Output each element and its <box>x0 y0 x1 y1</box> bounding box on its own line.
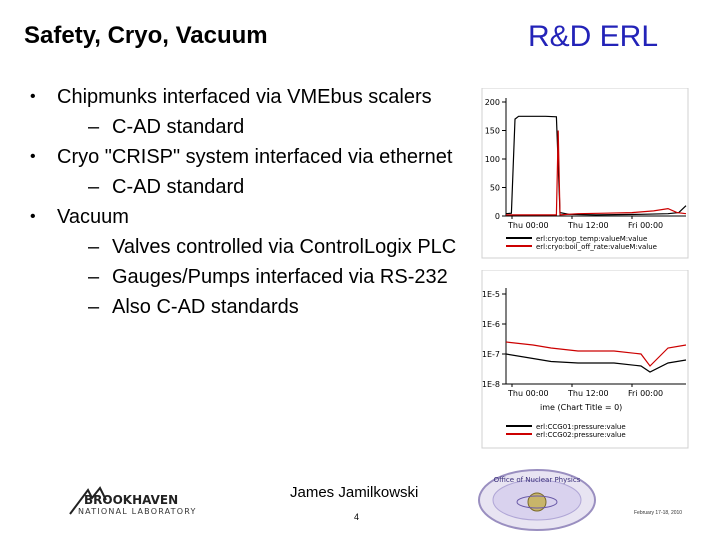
sub-bullet-text: Gauges/Pumps interfaced via RS-232 <box>112 266 448 288</box>
sub-bullet-text: Also C-AD standards <box>112 296 299 318</box>
bullet-item: Cryo "CRISP" system interfaced via ether… <box>30 142 456 172</box>
x-tick-label: Fri 00:00 <box>628 389 663 398</box>
bullet-text: Chipmunks interfaced via VMEbus scalers <box>57 86 432 108</box>
series-line <box>505 341 687 367</box>
logo-subtitle: NATIONAL LABORATORY <box>78 507 197 516</box>
y-tick-label: 100 <box>485 155 500 164</box>
bullet-item: Chipmunks interfaced via VMEbus scalers <box>30 82 456 112</box>
sub-bullet-item: – C-AD standard <box>88 176 245 198</box>
bullet-item: Vacuum <box>30 202 456 232</box>
sub-bullet-item: – Also C-AD standards <box>88 296 299 318</box>
y-tick-label: 200 <box>485 98 500 107</box>
y-tick-label: 150 <box>485 127 500 136</box>
legend-label: erl:cryo:boil_off_rate:valueM:value <box>536 243 657 251</box>
y-tick-label: 1E-8 <box>482 380 500 389</box>
vacuum-trend-svg: 1E-5 1E-6 1E-7 1E-8 Thu 00:00 Thu 12:00 Fri 0… <box>481 269 689 449</box>
brookhaven-logo-art: BROOKHAVEN NATIONAL LABORATORY <box>69 486 197 516</box>
sub-bullet-text: C-AD standard <box>112 116 245 138</box>
plot-frame <box>481 269 689 449</box>
x-tick-label: Thu 12:00 <box>567 221 609 230</box>
slide-brand: R&D ERL <box>528 20 659 53</box>
orbit-icon <box>516 495 558 509</box>
plot-frame <box>481 87 689 259</box>
logo-mark <box>69 486 107 515</box>
x-tick-label: Fri 00:00 <box>628 221 663 230</box>
x-tick-label: Thu 00:00 <box>507 389 549 398</box>
vacuum-trend-plot: 1E-5 1E-6 1E-7 1E-8 Thu 00:00 Thu 12:00 Fri 0… <box>476 269 690 450</box>
bullet-text: Vacuum <box>57 206 129 228</box>
brookhaven-logo: BROOKHAVEN NATIONAL LABORATORY <box>66 484 216 520</box>
page-number: 4 <box>354 512 360 522</box>
atom-icon <box>527 492 547 512</box>
y-tick-label: 1E-7 <box>482 350 500 359</box>
nuclear-physics-logo: Office of Nuclear Physics <box>474 466 600 534</box>
x-tick-label: Thu 00:00 <box>507 221 549 230</box>
x-axis-label: ime (Chart Title = 0) <box>540 403 622 412</box>
series-line <box>505 353 687 373</box>
sub-bullet-item: – Valves controlled via ControlLogix PLC <box>88 236 457 258</box>
legend-label: erl:cryo:top_temp:valueM:value <box>536 235 647 243</box>
sub-bullet-item: – C-AD standard <box>88 116 245 138</box>
logo-wordmark: BROOKHAVEN <box>84 493 178 507</box>
logo-text: Office of Nuclear Physics <box>494 476 581 484</box>
bullet-list: Chipmunks interfaced via VMEbus scalers … <box>30 82 456 322</box>
series-line <box>505 115 687 216</box>
y-tick-label: 0 <box>495 212 500 221</box>
slide-title: Safety, Cryo, Vacuum <box>24 22 268 49</box>
cryo-trend-plot: 200 150 100 50 0 Thu 00:00 Thu 12:00 Fri 00:00… <box>476 87 690 260</box>
sub-bullet-text: Valves controlled via ControlLogix PLC <box>112 236 457 258</box>
x-tick-label: Thu 12:00 <box>567 389 609 398</box>
presentation-date: February 17-18, 2010 <box>634 510 683 516</box>
nuclear-physics-logo-art: Office of Nuclear Physics <box>478 469 596 531</box>
cryo-trend-svg: 200 150 100 50 0 Thu 00:00 Thu 12:00 Fri 00:00… <box>481 87 689 259</box>
y-tick-label: 1E-6 <box>482 320 500 329</box>
sub-bullet-text: C-AD standard <box>112 176 245 198</box>
legend-label: erl:CCG02:pressure:value <box>536 431 626 439</box>
y-tick-label: 1E-5 <box>482 290 500 299</box>
legend-label: erl:CCG01:pressure:value <box>536 423 626 431</box>
series-line <box>506 130 687 216</box>
presenter-name: James Jamilkowski <box>290 484 419 501</box>
y-tick-label: 50 <box>490 184 500 193</box>
sub-bullet-item: – Gauges/Pumps interfaced via RS-232 <box>88 266 448 288</box>
bullet-text: Cryo "CRISP" system interfaced via ether… <box>57 146 453 168</box>
